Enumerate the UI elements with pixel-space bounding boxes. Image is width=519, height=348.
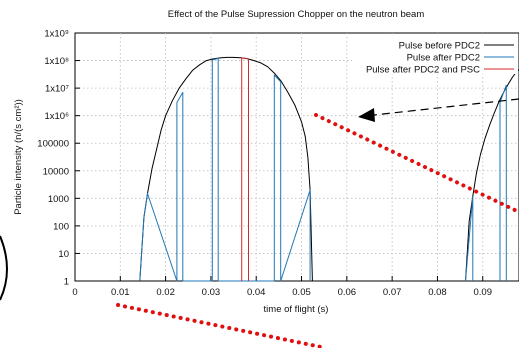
x-tick-label: 0.01 [111,287,130,298]
y-tick-label: 1000 [48,194,69,205]
chart-title: Effect of the Pulse Supression Chopper o… [168,9,425,20]
annotation-black-arc [0,236,7,300]
x-tick-label: 0.07 [383,287,402,298]
x-tick-label: 0.06 [338,287,357,298]
legend-label: Pulse after PDC2 and PSC [366,65,480,76]
y-axis: 1 10 100 1000 10000 100000 1x10⁶ 1x10⁷ 1x10⁸ 1x10… [37,29,80,288]
annotation-arrow-head [358,108,375,122]
y-tick-label: 100 [53,221,69,232]
series-line-0-second-pulse [466,69,519,281]
series-line-2 [242,58,249,281]
x-axis: 0 0.01 0.02 0.03 0.04 0.05 0.06 0.07 0.08 0.09 [72,276,492,298]
x-axis-label: time of flight (s) [264,304,329,315]
y-tick-label: 100000 [37,139,69,150]
annotations [0,99,519,348]
y-tick-label: 1x10⁶ [44,111,69,122]
x-tick-label: 0.09 [474,287,493,298]
y-tick-label: 1x10⁷ [45,84,70,95]
legend-label: Pulse after PDC2 [407,53,480,64]
y-tick-label: 1x10⁹ [44,29,69,40]
x-tick-label: 0 [72,287,77,298]
y-axis-label: Particle intensity (n/(s cm²)) [13,99,24,215]
x-tick-label: 0.05 [292,287,311,298]
series-lines [140,57,519,281]
y-tick-label: 10000 [43,166,69,177]
y-tick-label: 1x10⁸ [44,56,69,67]
x-tick-label: 0.04 [247,287,266,298]
series-line-1-second-pulse-0 [466,196,473,281]
x-tick-label: 0.08 [428,287,447,298]
series-line-1-second-pulse-1 [500,85,506,281]
legend-label: Pulse before PDC2 [399,41,480,52]
x-tick-label: 0.03 [202,287,221,298]
x-tick-label: 0.02 [156,287,175,298]
y-tick-label: 10 [58,249,69,260]
y-tick-label: 1 [64,277,69,288]
